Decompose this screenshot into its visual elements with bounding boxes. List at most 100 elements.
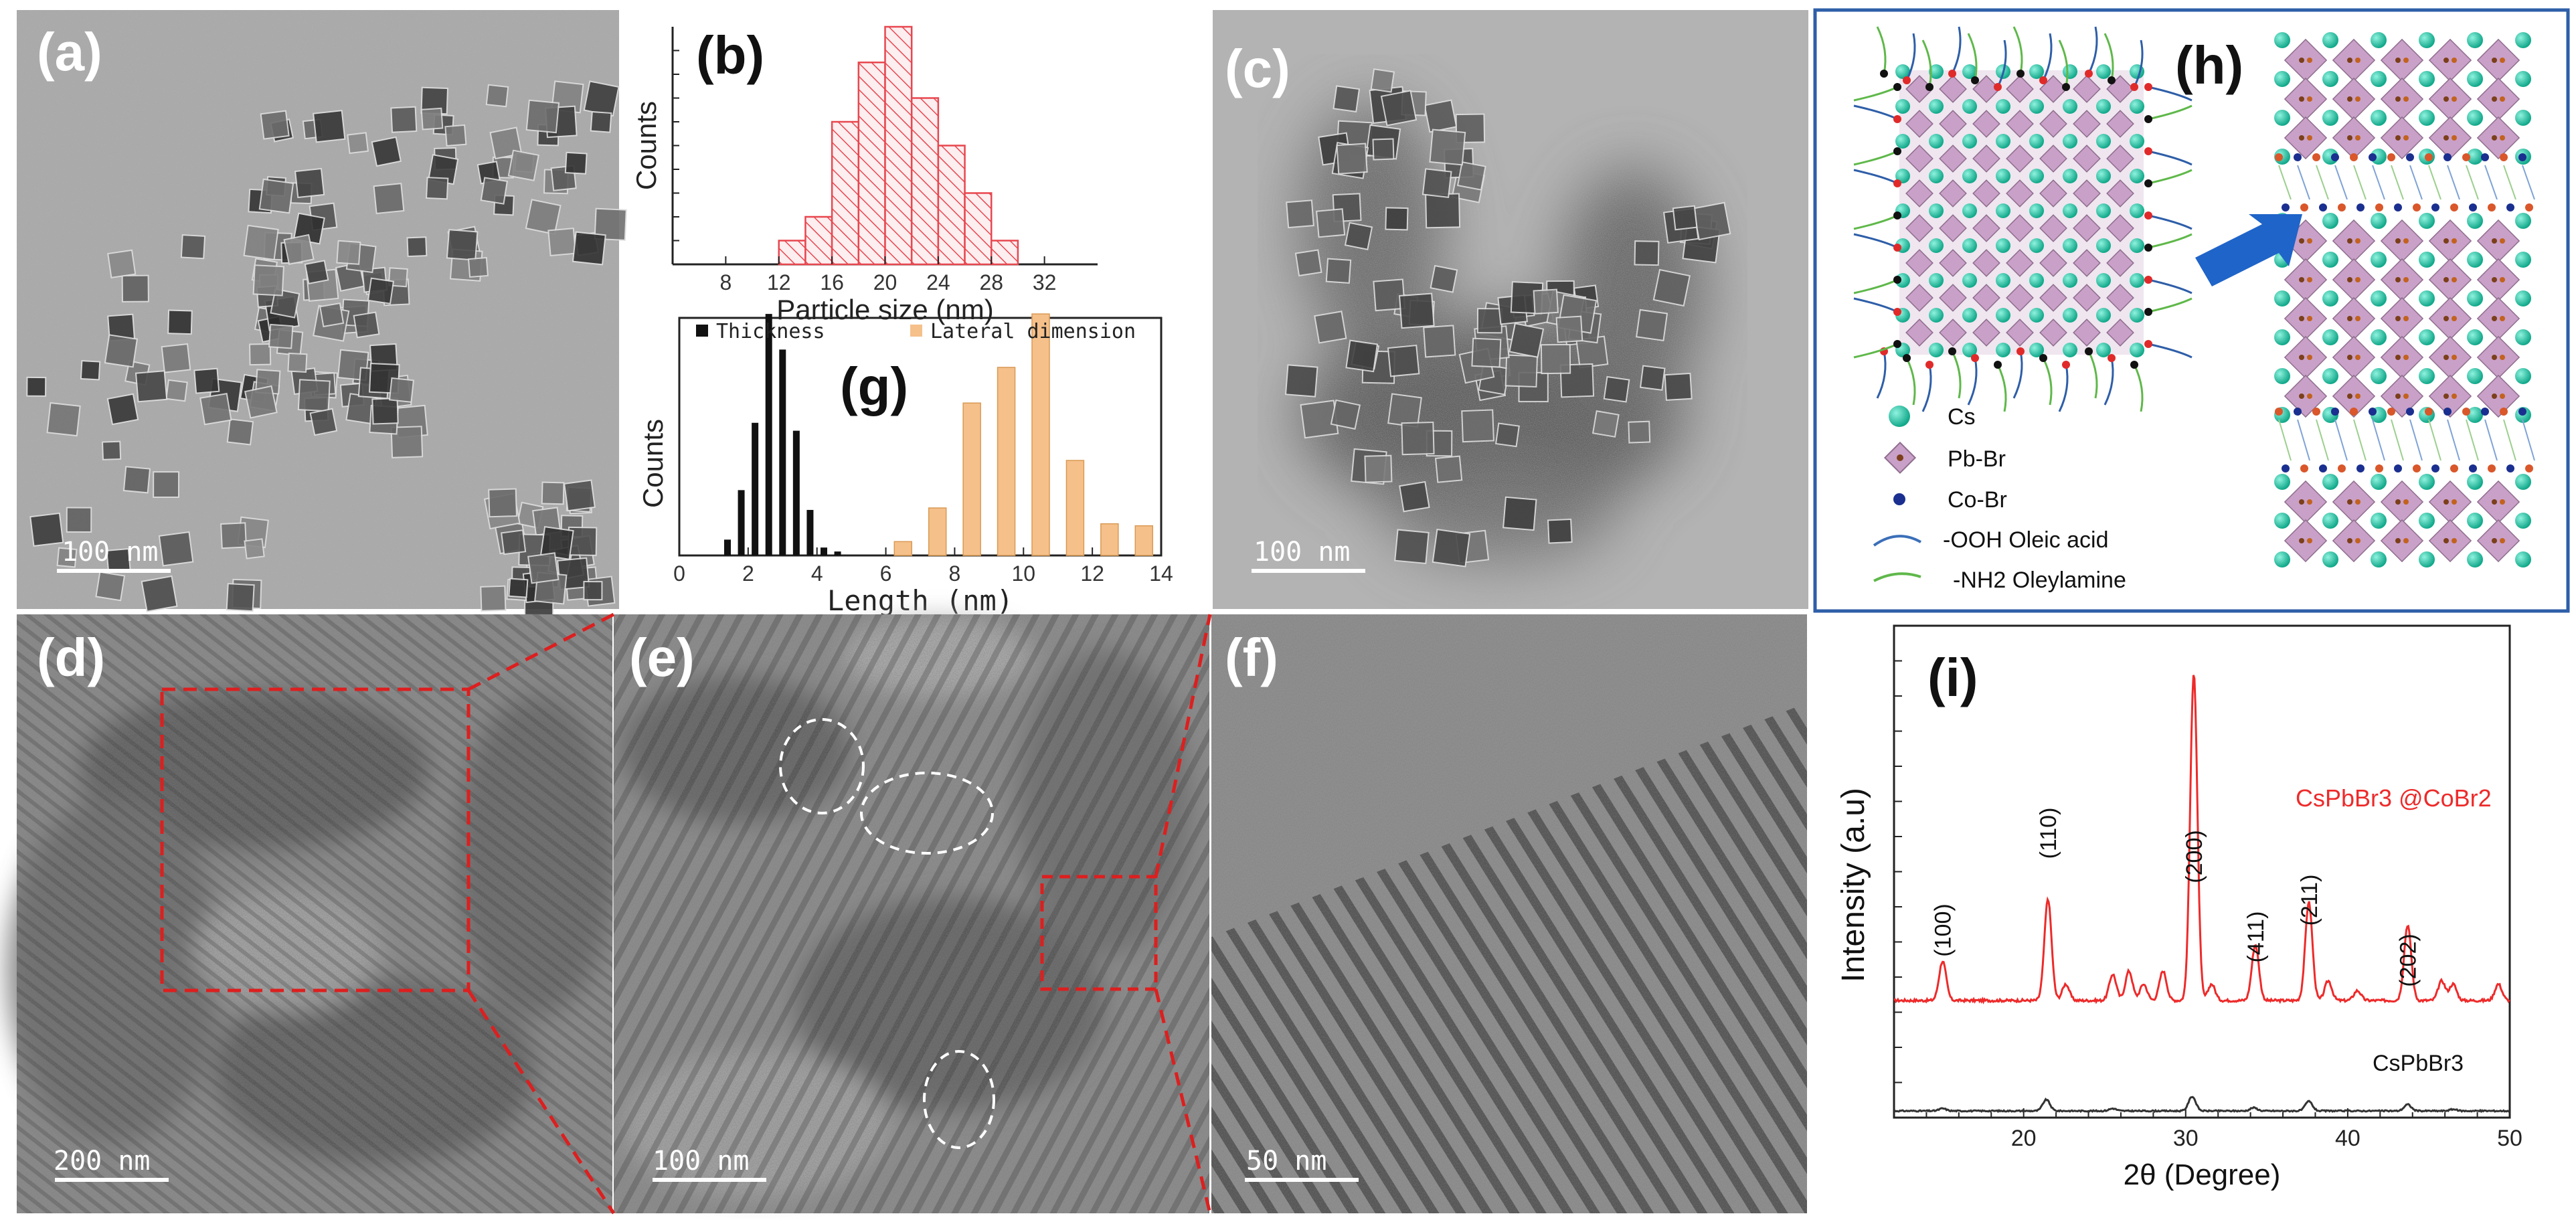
pb-atom (2299, 394, 2304, 399)
panel-label-b: (b) (696, 25, 764, 85)
nanocube (220, 522, 248, 549)
nanocube (294, 167, 325, 199)
ligand-chain (2148, 297, 2193, 313)
nanocube (1422, 168, 1452, 198)
histogram-bar (778, 240, 806, 266)
histogram-bar (831, 120, 860, 266)
co-br-atom (2275, 153, 2283, 161)
pb-br-octahedron (2476, 116, 2520, 160)
ligand-head (1893, 244, 1901, 252)
nanocube (480, 585, 507, 612)
co-br-atom (2450, 203, 2458, 211)
cs-atom (2130, 99, 2144, 114)
pb-br-octahedron (2380, 258, 2424, 302)
nanocube (488, 488, 517, 518)
ligand-head (1994, 83, 2002, 91)
co-br-atom (2387, 153, 2395, 161)
panel-label-f: (f) (1225, 628, 1278, 687)
lateral-bar (893, 541, 913, 556)
nanocube (1325, 258, 1352, 284)
pb-atom (2492, 316, 2497, 321)
pb-br-octahedron (2284, 480, 2328, 524)
histogram-bar (964, 192, 993, 266)
cs-atom (2419, 368, 2435, 384)
pb-br-octahedron-icon (1883, 441, 1917, 474)
pb-atom (2299, 277, 2304, 282)
x-tick-label-b: 8 (719, 270, 732, 294)
cs-atom (2130, 238, 2144, 253)
ligand-strand (2278, 165, 2292, 200)
ligand-chain (2133, 364, 2144, 412)
pb-br-octahedron (2106, 284, 2134, 312)
pb-atom (2492, 238, 2497, 244)
cs-atom (2467, 368, 2483, 384)
br-atom (2500, 277, 2505, 282)
pb-atom (2347, 238, 2352, 244)
zoom-connector-e-top (1154, 614, 1212, 877)
ligand-strand (2409, 165, 2423, 200)
cs-atom (2029, 308, 2044, 323)
peak-label: (411) (2243, 911, 2269, 963)
ligand-head (2144, 308, 2152, 316)
ligand-chain (2148, 214, 2193, 230)
panel-a: (a) 100 nm (17, 10, 627, 616)
cs-atom (1962, 99, 1977, 114)
co-br-atom (2488, 464, 2496, 472)
scale-text-d: 200 nm (54, 1146, 151, 1177)
cs-atom (2419, 474, 2435, 490)
ligand-strand (2297, 165, 2310, 200)
pb-br-octahedron (2332, 258, 2376, 302)
br-atom (2452, 58, 2457, 63)
ligand-head (1994, 361, 2002, 369)
cs-atom (2130, 203, 2144, 218)
zoom-connector-d-bottom (466, 989, 616, 1215)
pb-atom (2443, 538, 2449, 543)
x-tick-label-g: 0 (673, 561, 685, 586)
pb-br-octahedron (2284, 374, 2328, 418)
pb-atom (2492, 277, 2497, 282)
co-br-atom (2518, 408, 2526, 416)
ligand-chain (1905, 33, 1916, 81)
co-br-atom (2375, 464, 2383, 472)
cs-atom (2063, 134, 2077, 149)
pb-br-octahedron (2039, 249, 2067, 277)
pb-atom (2347, 538, 2352, 543)
pb-atom (2299, 58, 2304, 63)
pb-atom (2299, 238, 2304, 244)
zoom-connector-e-bottom (1154, 988, 1212, 1214)
cs-atom (2274, 513, 2290, 529)
ligand-chain (2148, 169, 2193, 185)
nanocube (1425, 193, 1461, 229)
ligand-strand (2297, 419, 2310, 461)
cs-atom (2029, 343, 2044, 357)
ligand-head (2144, 115, 2152, 123)
br-atom (2500, 96, 2505, 102)
ligand-chain (1996, 364, 2007, 412)
cs-atom (2322, 513, 2338, 529)
panel-d: (d) 200 nm (7, 614, 616, 1213)
pb-br-octahedron (2476, 38, 2520, 82)
nanocube (107, 249, 137, 278)
pb-br-octahedron (1972, 75, 2000, 103)
nanocube (420, 107, 444, 130)
pb-atom (2443, 499, 2449, 505)
co-br-atom (2518, 153, 2526, 161)
pb-atom (2347, 135, 2352, 141)
ligand-head (2144, 244, 2152, 252)
pb-atom (2443, 355, 2449, 360)
nanocube (1555, 315, 1583, 343)
ligand-head (2144, 179, 2152, 187)
panel-b: (b) 8 12 16 20 24 28 32 Particle size (nm) Count… (630, 25, 1098, 325)
co-br-atom (2394, 464, 2402, 472)
nanocube (243, 224, 279, 261)
highlight-circle-1 (779, 718, 865, 814)
br-atom (2500, 394, 2505, 399)
ligand-chain (2058, 39, 2069, 88)
cs-atom (1929, 99, 1944, 114)
pb-br-octahedron (2106, 319, 2134, 347)
pb-br-octahedron (2380, 374, 2424, 418)
thickness-bar (765, 314, 772, 555)
co-atom-icon (1893, 493, 1905, 505)
co-br-atom (2462, 408, 2470, 416)
co-br-atom (2443, 153, 2452, 161)
